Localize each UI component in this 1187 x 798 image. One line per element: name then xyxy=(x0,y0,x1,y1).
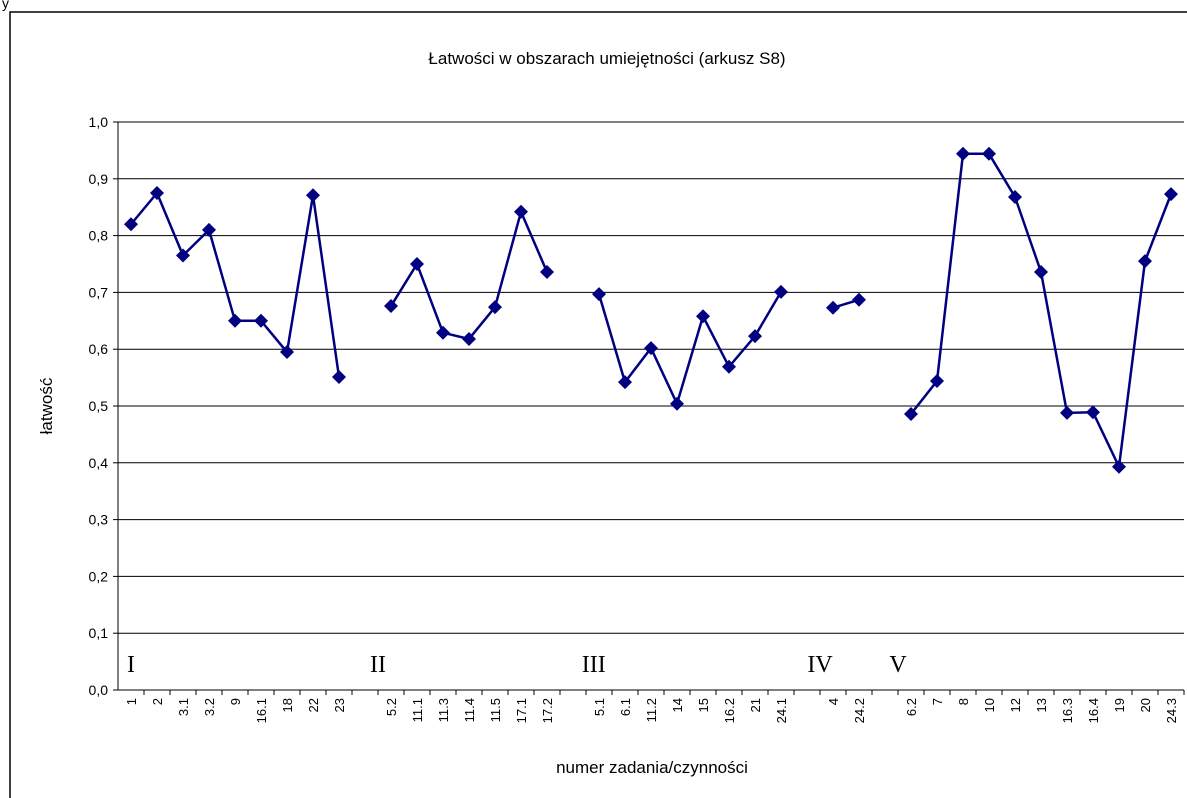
point-marker xyxy=(176,248,190,263)
point-marker xyxy=(774,284,788,299)
point-marker xyxy=(1060,405,1074,420)
x-tick-label: 19 xyxy=(1112,698,1127,712)
y-tick-label: 0,3 xyxy=(89,512,109,528)
point-marker xyxy=(722,359,736,374)
x-tick-label: 22 xyxy=(306,698,321,712)
point-marker xyxy=(540,264,554,279)
point-marker xyxy=(150,186,164,200)
x-tick-label: 11.5 xyxy=(488,698,503,722)
point-marker xyxy=(124,217,138,232)
x-tick-label: 16.2 xyxy=(722,698,737,723)
y-tick-label: 0,6 xyxy=(89,341,109,357)
x-tick-label: 24.2 xyxy=(852,698,867,723)
x-tick-label: 12 xyxy=(1008,698,1023,712)
point-marker xyxy=(1164,187,1178,202)
x-tick-label: 16.4 xyxy=(1086,698,1101,723)
x-tick-label: 8 xyxy=(956,698,971,705)
point-marker xyxy=(514,204,528,219)
point-marker xyxy=(306,188,320,203)
point-marker xyxy=(956,146,970,161)
x-tick-label: 17.2 xyxy=(540,698,555,723)
y-tick-label: 0,9 xyxy=(89,171,109,187)
point-marker xyxy=(1034,264,1048,279)
point-marker xyxy=(1008,189,1022,204)
point-marker xyxy=(852,292,866,307)
group-label: III xyxy=(582,652,606,678)
x-tick-label: 10 xyxy=(982,698,997,712)
x-tick-label: 13 xyxy=(1034,698,1049,712)
point-marker xyxy=(488,300,502,315)
point-marker xyxy=(904,406,918,421)
point-marker xyxy=(982,146,996,161)
y-tick-label: 0,8 xyxy=(89,228,109,244)
x-tick-label: 6.2 xyxy=(904,698,919,716)
point-marker xyxy=(228,313,242,328)
y-tick-label: 0,4 xyxy=(89,455,109,471)
x-tick-label: 3.1 xyxy=(176,698,191,716)
x-tick-label: 3.2 xyxy=(202,698,217,716)
x-tick-label: 5.1 xyxy=(592,698,607,716)
point-marker xyxy=(436,325,450,340)
x-tick-label: 16.1 xyxy=(254,698,269,723)
point-marker xyxy=(1086,405,1100,420)
caption: y xyxy=(2,0,9,11)
x-tick-label: 23 xyxy=(332,698,347,712)
point-marker xyxy=(254,313,268,328)
x-tick-label: 11.3 xyxy=(436,698,451,722)
x-tick-label: 24.1 xyxy=(774,698,789,723)
x-tick-label: 16.3 xyxy=(1060,698,1075,723)
group-label: I xyxy=(127,652,135,678)
x-tick-label: 6.1 xyxy=(618,698,633,716)
x-tick-label: 24.3 xyxy=(1164,698,1179,723)
x-tick-label: 14 xyxy=(670,698,685,712)
x-tick-label: 11.1 xyxy=(410,698,425,722)
group-label: IV xyxy=(807,652,833,678)
point-marker xyxy=(696,309,710,324)
y-tick-label: 0,1 xyxy=(89,625,109,641)
x-tick-label: 11.2 xyxy=(644,698,659,722)
point-marker xyxy=(930,374,944,389)
y-tick-label: 0,5 xyxy=(89,398,109,414)
point-marker xyxy=(384,299,398,314)
y-tick-label: 1,0 xyxy=(89,114,109,130)
x-tick-label: 9 xyxy=(228,698,243,705)
point-marker xyxy=(826,300,840,315)
point-marker xyxy=(462,331,476,346)
point-marker xyxy=(748,329,762,344)
point-marker xyxy=(332,370,346,385)
y-tick-label: 0,7 xyxy=(89,284,109,300)
point-marker xyxy=(592,287,606,302)
x-tick-label: 18 xyxy=(280,698,295,712)
point-marker xyxy=(1112,459,1126,474)
x-tick-label: 4 xyxy=(826,698,841,705)
x-tick-label: 15 xyxy=(696,698,711,712)
y-axis-label: łatwość xyxy=(37,377,56,434)
y-tick-label: 0,2 xyxy=(89,568,109,584)
point-marker xyxy=(202,222,216,237)
point-marker xyxy=(618,375,632,390)
x-tick-label: 11.4 xyxy=(462,698,477,722)
x-axis-label: numer zadania/czynności xyxy=(556,758,748,777)
x-tick-label: 5.2 xyxy=(384,698,399,716)
x-tick-label: 1 xyxy=(124,698,139,705)
x-tick-label: 17.1 xyxy=(514,698,529,723)
y-tick-label: 0,0 xyxy=(89,682,109,698)
group-label: II xyxy=(370,652,386,678)
group-label: V xyxy=(889,652,907,678)
point-marker xyxy=(280,345,294,360)
chart-title: Łatwości w obszarach umiejętności (arkus… xyxy=(428,49,785,68)
x-tick-label: 2 xyxy=(150,698,165,705)
point-marker xyxy=(644,341,658,356)
x-tick-label: 20 xyxy=(1138,698,1153,712)
x-tick-label: 7 xyxy=(930,698,945,705)
x-tick-label: 21 xyxy=(748,698,763,712)
point-marker xyxy=(1138,254,1152,269)
chart-frame xyxy=(9,11,1187,798)
point-marker xyxy=(410,257,424,271)
point-marker xyxy=(670,396,684,411)
